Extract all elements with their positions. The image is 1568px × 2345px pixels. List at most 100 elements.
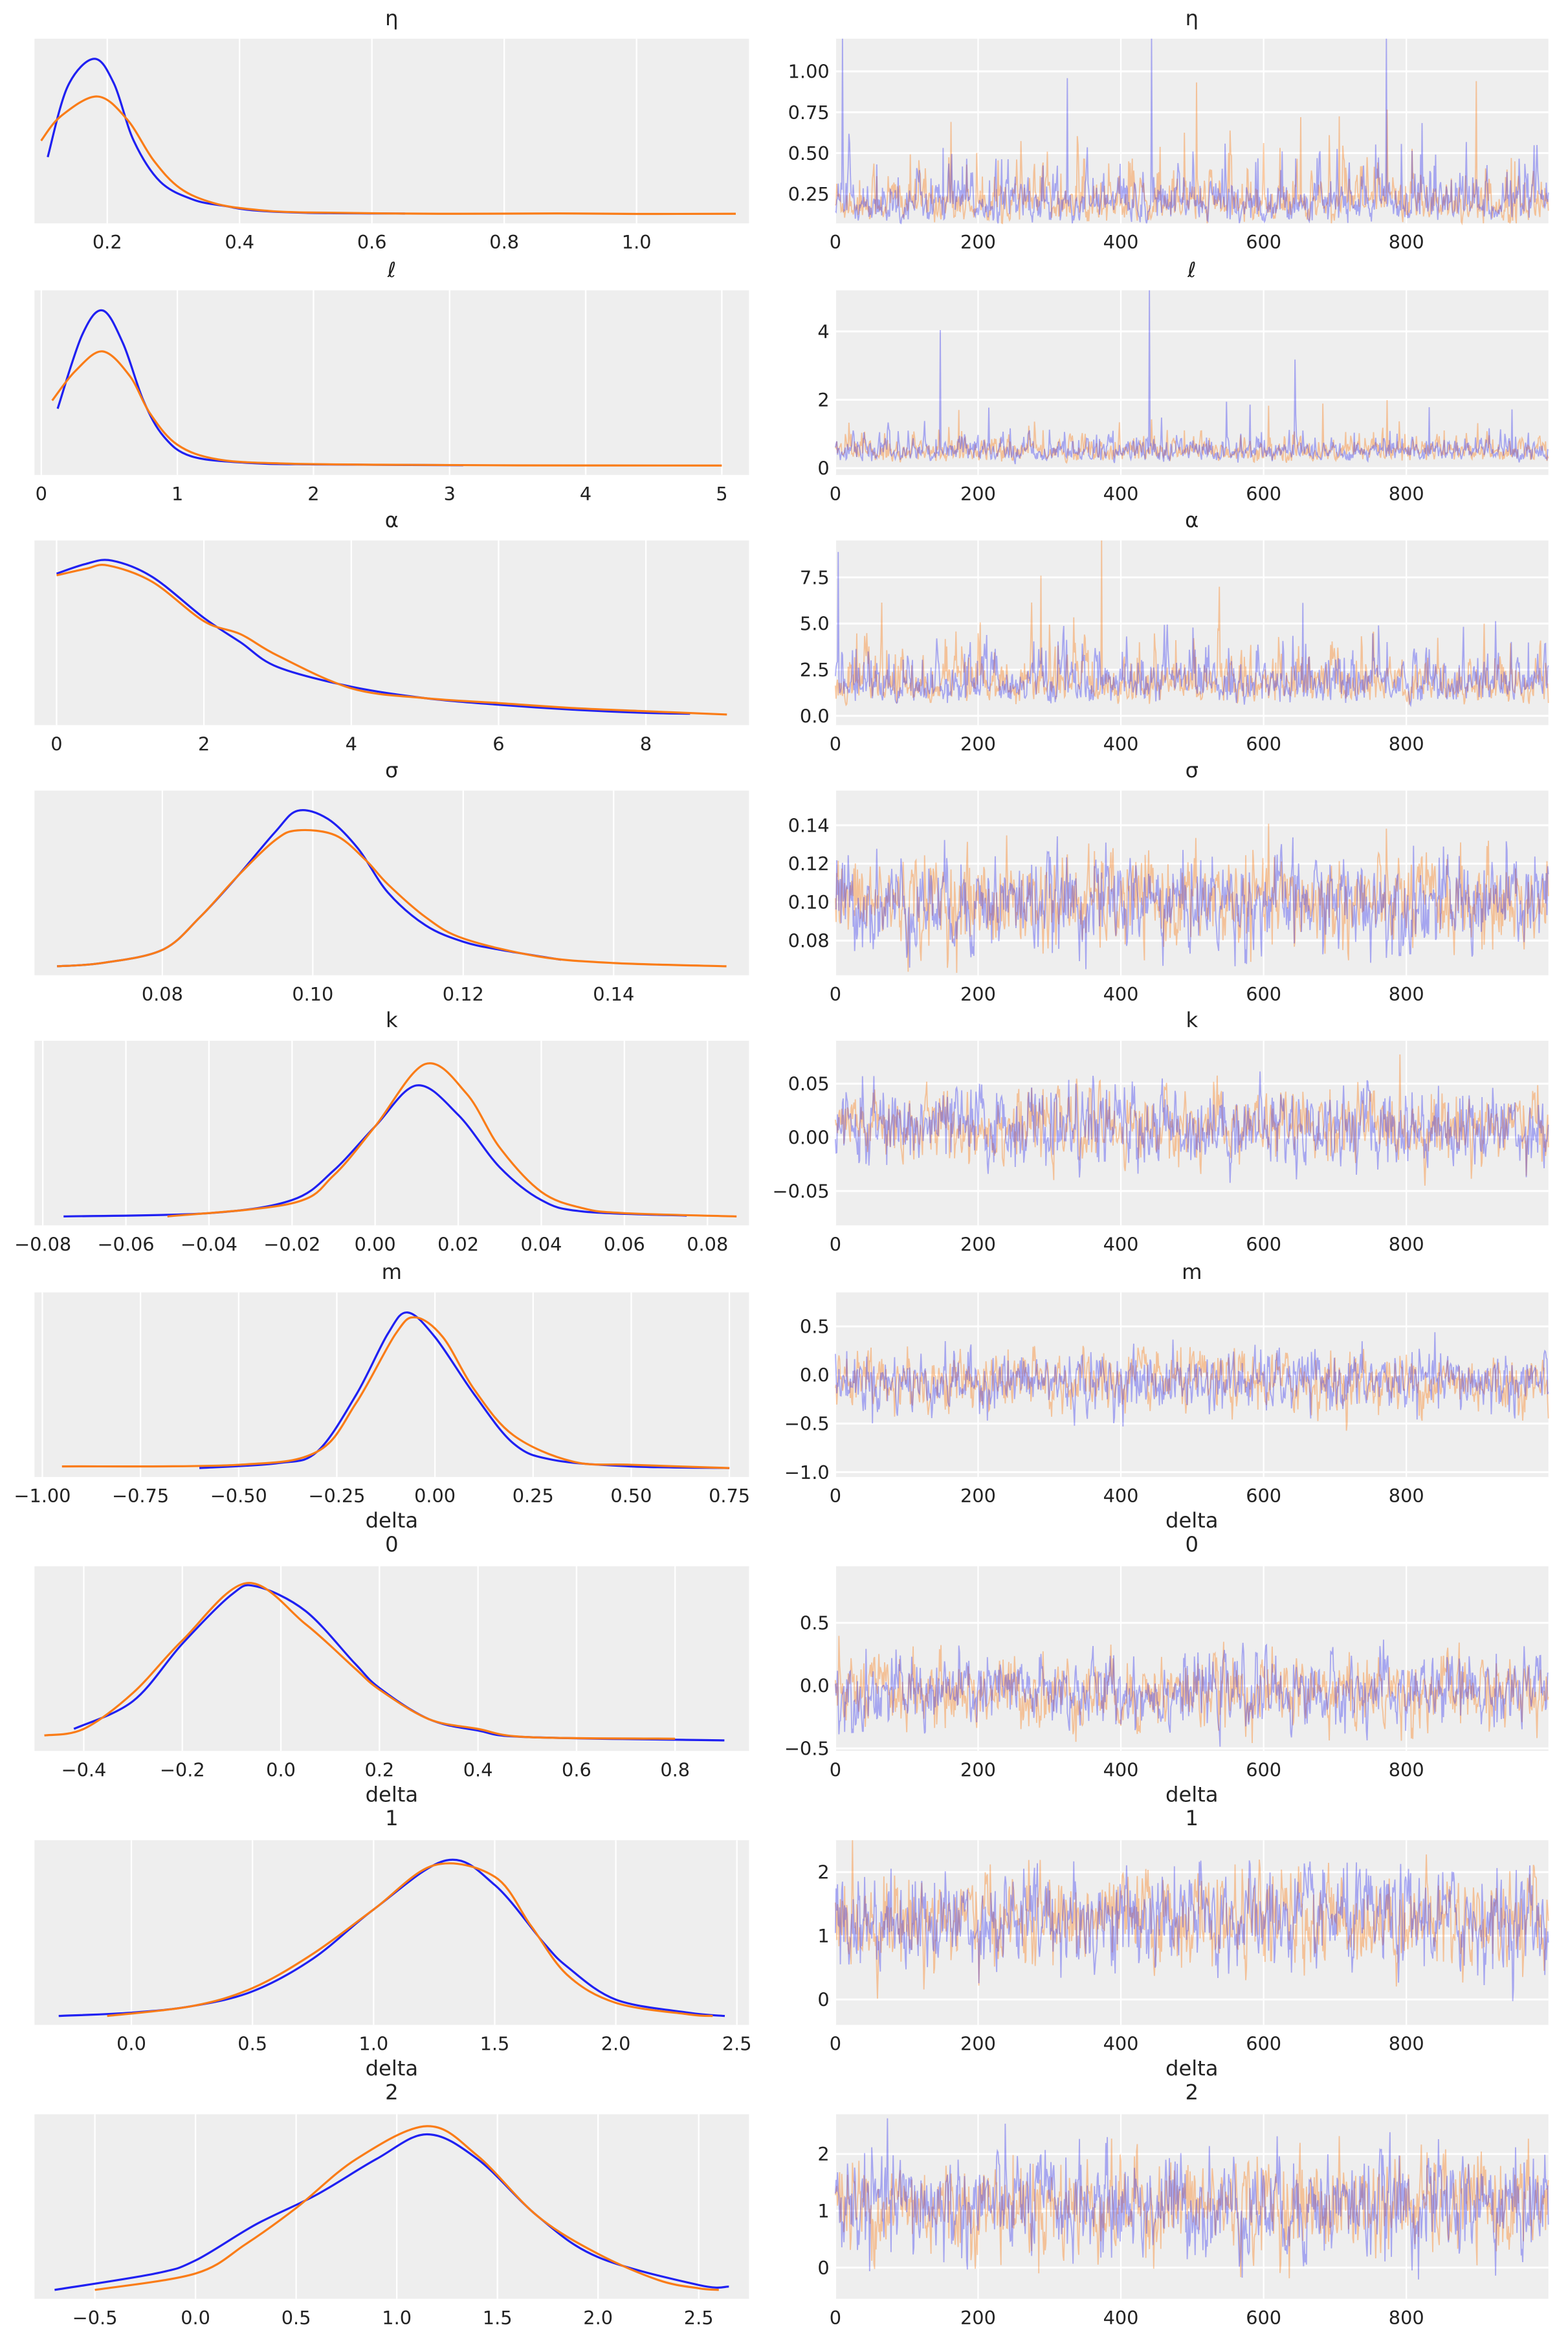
trace-plot-area (835, 290, 1549, 475)
trace-row: σ σ0.08 0.10 0.12 0.14 0 200 400 600 8000.080.100… (34, 758, 1549, 1005)
kde-panel: −1.00 −0.75 −0.50 −0.25 0.00 0.25 0.50 0.75 (14, 1292, 750, 1507)
kde-curve-chain-1 (44, 1582, 676, 1740)
trace-title: delta (1165, 2056, 1219, 2081)
kde-xtick-label: 1.5 (480, 2033, 510, 2055)
trace-line-chain-0 (834, 551, 1549, 707)
kde-plot-area (34, 1566, 749, 1751)
kde-xtick-label: −0.06 (97, 1233, 154, 1255)
trace-panel: 0 200 400 600 800 0.08 0.10 0.12 0.14 (788, 790, 1549, 1005)
trace-xtick-label: 200 (960, 1759, 996, 1781)
trace-ytick-label: 7.5 (800, 566, 830, 588)
trace-xtick-label: 600 (1246, 1759, 1281, 1781)
trace-title: delta (1165, 1508, 1219, 1533)
kde-panel: 0.08 0.10 0.12 0.14 (34, 790, 749, 1005)
kde-xtick-label: −0.08 (14, 1233, 71, 1255)
trace-ytick-label: 1 (817, 1925, 829, 1947)
trace-line-chain-1 (834, 1054, 1549, 1186)
kde-curve-chain-1 (40, 95, 736, 216)
kde-xtick-label: 0.0 (266, 1759, 296, 1781)
kde-xtick-label: 4 (346, 733, 357, 755)
kde-panel: −0.5 0.0 0.5 1.0 1.5 2.0 2.5 (34, 2114, 749, 2329)
kde-xtick-label: 0.08 (142, 983, 183, 1005)
trace-xtick-label: 0 (830, 1233, 841, 1255)
trace-ytick-label: 5.0 (800, 613, 830, 635)
trace-ytick-label: 0.10 (788, 891, 830, 913)
trace-ytick-label: 2 (817, 2143, 829, 2165)
trace-xtick-label: 800 (1389, 231, 1424, 253)
kde-xtick-label: 0.0 (181, 2307, 210, 2329)
trace-ytick-label: 0.0 (800, 1675, 830, 1697)
kde-curve-chain-1 (94, 2125, 719, 2291)
trace-row: ℓ ℓ 0 1 2 3 4 5 0 200 400 600 800 0 2 4 (34, 258, 1549, 505)
kde-xtick-label: 6 (492, 733, 504, 755)
trace-panel: 0 200 400 600 800 −0.5 0.0 0.5 (784, 1566, 1549, 1781)
kde-xtick-label: 0.00 (355, 1233, 396, 1255)
trace-xtick-label: 400 (1103, 231, 1139, 253)
trace-plot-area (835, 38, 1549, 224)
kde-xtick-label: 0.75 (709, 1485, 750, 1507)
trace-xtick-label: 400 (1103, 1759, 1139, 1781)
kde-curve-chain-1 (61, 1316, 730, 1469)
kde-xtick-label: 0.6 (562, 1759, 591, 1781)
kde-xtick-label: 0.2 (364, 1759, 394, 1781)
kde-title: ℓ (387, 258, 396, 282)
trace-title: m (1182, 1260, 1202, 1284)
kde-title: k (386, 1008, 398, 1032)
trace-xtick-label: 0 (830, 231, 841, 253)
trace-ytick-label: 0.5 (800, 1612, 830, 1634)
trace-ytick-label: −1.0 (784, 1461, 830, 1484)
kde-xtick-label: 2 (307, 483, 319, 505)
trace-xtick-label: 800 (1389, 2307, 1424, 2329)
trace-plot-area (835, 1840, 1549, 2025)
kde-xtick-label: 0.00 (414, 1485, 456, 1507)
trace-title: α (1185, 507, 1198, 532)
kde-xtick-label: 0 (50, 733, 62, 755)
trace-line-chain-1 (834, 540, 1549, 707)
trace-ytick-label: 0.08 (788, 930, 830, 952)
trace-ytick-label: 0.5 (800, 1316, 830, 1338)
trace-row: η η0.2 0.4 0.6 0.8 1.0 0 200 400 600 8000.250.500.… (34, 6, 1549, 253)
kde-xtick-label: −0.75 (112, 1485, 169, 1507)
kde-xtick-label: 2.5 (684, 2307, 714, 2329)
trace-ytick-label: 4 (817, 320, 829, 342)
trace-xtick-label: 600 (1246, 733, 1281, 755)
kde-title: σ (385, 758, 398, 783)
trace-title: 2 (1186, 2080, 1198, 2104)
trace-line-chain-0 (835, 836, 1549, 970)
kde-panel: 0 2 4 6 8 (34, 540, 749, 755)
trace-xtick-label: 600 (1246, 2033, 1281, 2055)
trace-ytick-label: 0.0 (800, 705, 830, 727)
kde-xtick-label: 1.0 (622, 231, 652, 253)
kde-xtick-label: 0.02 (437, 1233, 479, 1255)
trace-xtick-label: 800 (1389, 483, 1424, 505)
trace-ytick-label: 0.14 (788, 814, 830, 836)
trace-plot-area (835, 1040, 1549, 1226)
kde-xtick-label: 1 (171, 483, 183, 505)
trace-ytick-label: 2 (817, 389, 829, 411)
trace-title: delta (1165, 1782, 1219, 1806)
trace-ytick-label: 0.25 (788, 183, 830, 205)
trace-line-chain-1 (834, 1636, 1549, 1743)
kde-xtick-label: 2.5 (722, 2033, 752, 2055)
trace-xtick-label: 600 (1246, 483, 1281, 505)
trace-xtick-label: 0 (830, 2033, 841, 2055)
kde-panel: 0.0 0.5 1.0 1.5 2.0 2.5 (34, 1840, 752, 2055)
trace-xtick-label: 400 (1103, 1485, 1139, 1507)
kde-xtick-label: −0.50 (210, 1485, 267, 1507)
trace-ytick-label: −0.05 (773, 1180, 830, 1202)
kde-title: delta (366, 1508, 419, 1533)
kde-xtick-label: 0.06 (604, 1233, 645, 1255)
trace-xtick-label: 600 (1246, 2307, 1281, 2329)
trace-row: α α 0 2 4 6 8 0 200 400 600 800 0.0 2.5 5.0 7.5 (34, 507, 1549, 755)
kde-xtick-label: 0.12 (443, 983, 484, 1005)
trace-line-chain-1 (834, 823, 1549, 973)
kde-title: delta (366, 1782, 419, 1806)
trace-title: k (1186, 1008, 1198, 1032)
trace-xtick-label: 800 (1389, 1485, 1424, 1507)
kde-plot-area (34, 1292, 749, 1477)
trace-line-chain-0 (834, 1071, 1549, 1183)
kde-curve-chain-1 (56, 564, 727, 716)
trace-xtick-label: 0 (830, 1485, 841, 1507)
